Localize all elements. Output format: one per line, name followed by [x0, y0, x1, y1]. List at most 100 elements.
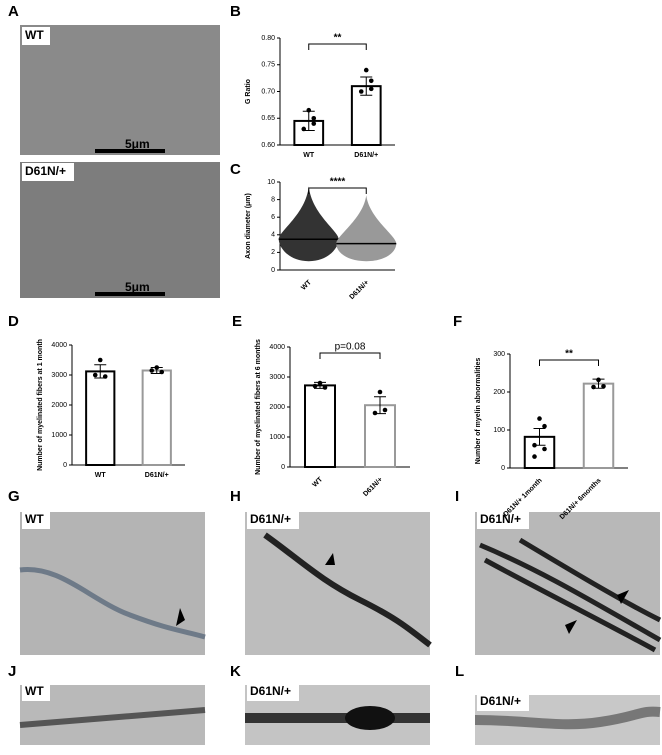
annotation: **** — [330, 177, 346, 188]
y-tick-label: 200 — [493, 389, 505, 396]
y-tick-label: 4 — [271, 232, 275, 239]
label-box — [22, 27, 50, 45]
y-tick-label: 0.80 — [261, 35, 275, 42]
bar — [85, 370, 116, 466]
x-tick-label: D61N/+ — [145, 472, 169, 479]
y-axis-label: Number of myelinated fibers at 1 month — [37, 339, 44, 471]
significance-bracket — [539, 359, 599, 366]
fiber — [474, 706, 661, 730]
x-tick-label: D61N/+ — [349, 279, 371, 301]
y-tick-label: 0.60 — [261, 142, 275, 149]
data-point — [368, 78, 374, 84]
y-axis-label: Number of myelin abnormalities — [475, 358, 482, 465]
label-box — [22, 163, 74, 181]
image-label: D61N/+ — [25, 164, 66, 178]
image-label: WT — [25, 684, 44, 698]
data-point — [542, 423, 547, 429]
panel-letter: F — [453, 313, 462, 330]
y-axis-label: Number of myelinated fibers at 6 months — [255, 339, 262, 475]
significance-bracket — [308, 187, 367, 194]
y-tick-label: 2 — [271, 249, 275, 256]
label-box — [247, 511, 299, 529]
panel-letter: A — [8, 3, 19, 20]
image-a-d61n — [20, 162, 220, 298]
label-box — [247, 683, 299, 701]
bar — [141, 369, 172, 466]
data-point — [596, 377, 601, 383]
data-point — [532, 454, 537, 459]
image-g — [20, 512, 205, 655]
panel-letter: J — [8, 663, 16, 680]
label-box — [22, 683, 50, 701]
data-point — [306, 107, 312, 113]
label-box — [477, 511, 529, 529]
data-point — [372, 410, 378, 416]
y-tick-label: 3000 — [269, 374, 285, 381]
image-label: 5μm — [125, 280, 150, 294]
data-point — [363, 67, 369, 73]
data-point — [358, 89, 364, 94]
label-box — [22, 511, 50, 529]
y-tick-label: 1000 — [269, 434, 285, 441]
fiber — [19, 707, 206, 728]
x-tick-label: D61N/+ — [354, 152, 378, 159]
data-point — [317, 380, 323, 386]
data-point — [542, 446, 547, 452]
y-tick-label: 0.65 — [261, 115, 275, 122]
fiber — [479, 537, 662, 653]
fiber — [263, 532, 432, 648]
y-tick-label: 0 — [63, 462, 67, 469]
point-cloud — [278, 186, 339, 262]
y-axis-label: G Ratio — [245, 79, 252, 104]
x-tick-label: WT — [300, 279, 313, 292]
y-tick-label: 3000 — [51, 372, 67, 379]
data-point — [601, 384, 606, 389]
data-point — [97, 357, 103, 363]
image-label: D61N/+ — [250, 684, 291, 698]
data-point — [322, 385, 328, 390]
x-tick-label: WT — [303, 152, 315, 159]
image-label: WT — [25, 512, 44, 526]
label-box — [477, 693, 529, 711]
data-point — [591, 384, 596, 390]
error-bar — [360, 76, 373, 96]
y-tick-label: 4000 — [51, 342, 67, 349]
data-point — [377, 389, 383, 395]
data-point — [154, 365, 160, 370]
y-tick-label: 8 — [271, 196, 275, 203]
data-point — [149, 368, 155, 373]
annotation: ** — [565, 349, 573, 360]
bar — [350, 85, 382, 146]
arrowhead — [325, 553, 335, 565]
data-point — [382, 407, 388, 413]
y-tick-label: 2000 — [51, 402, 67, 409]
data-point — [368, 86, 374, 92]
scale-bar — [95, 292, 165, 296]
data-point — [311, 115, 317, 121]
y-tick-label: 0 — [501, 465, 505, 472]
y-tick-label: 6 — [271, 214, 275, 221]
panel-letter: E — [232, 313, 242, 330]
scale-bar — [95, 149, 165, 153]
point-cloud — [336, 195, 397, 262]
data-point — [159, 369, 165, 375]
data-point — [312, 383, 318, 389]
y-tick-label: 10 — [267, 179, 275, 186]
annotation: p=0.08 — [335, 342, 366, 353]
image-label: D61N/+ — [480, 694, 521, 708]
y-tick-label: 1000 — [51, 432, 67, 439]
image-label: D61N/+ — [480, 512, 521, 526]
x-tick-label: WT — [95, 472, 107, 479]
y-tick-label: 0 — [271, 267, 275, 274]
image-label: WT — [25, 28, 44, 42]
y-tick-label: 4000 — [269, 344, 285, 351]
panel-letter: H — [230, 488, 241, 505]
panel-letter: D — [8, 313, 19, 330]
y-tick-label: 0.70 — [261, 88, 275, 95]
bar — [364, 404, 396, 469]
data-point — [92, 372, 98, 378]
data-point — [311, 121, 317, 126]
bar — [582, 382, 615, 470]
